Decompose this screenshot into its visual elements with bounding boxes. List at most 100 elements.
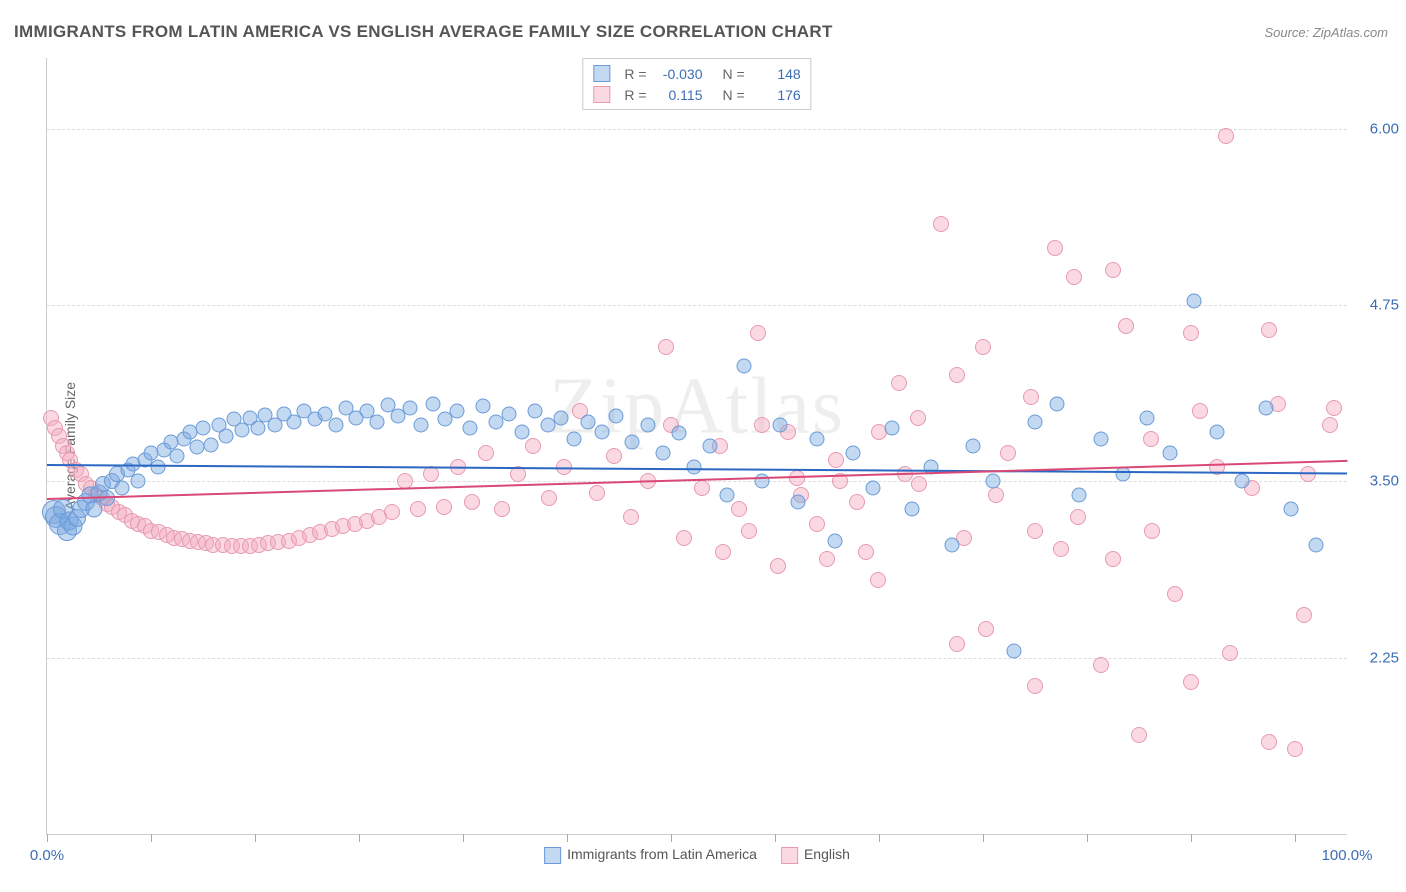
watermark-text: ZipAtlas [549,362,845,453]
scatter-point-pink [1261,734,1277,750]
scatter-point-pink [1322,417,1338,433]
scatter-point-blue [846,446,861,461]
scatter-point-blue [196,420,211,435]
scatter-point-pink [789,470,805,486]
legend-label: English [804,846,850,862]
scatter-point-blue [865,481,880,496]
gridline [47,129,1347,130]
scatter-point-pink [911,476,927,492]
scatter-point-pink [933,216,949,232]
r-label: R = [624,87,646,103]
x-tick [1087,834,1088,842]
scatter-point-blue [475,399,490,414]
scatter-point-blue [85,501,102,518]
scatter-point-blue [1284,502,1299,517]
scatter-point-pink [1070,509,1086,525]
scatter-point-pink [494,501,510,517]
scatter-point-pink [858,544,874,560]
scatter-point-blue [1210,424,1225,439]
scatter-point-blue [235,423,250,438]
scatter-point-blue [625,434,640,449]
scatter-point-blue [449,403,464,418]
scatter-point-pink [423,466,439,482]
scatter-point-blue [150,460,165,475]
scatter-point-pink [975,339,991,355]
scatter-point-pink [1167,586,1183,602]
scatter-point-blue [1050,396,1065,411]
x-tick [1191,834,1192,842]
x-tick [671,834,672,842]
scatter-point-blue [944,537,959,552]
y-tick-label: 4.75 [1355,296,1399,313]
scatter-point-blue [609,409,624,424]
scatter-point-blue [115,481,130,496]
scatter-point-blue [1186,293,1201,308]
scatter-point-blue [773,417,788,432]
scatter-point-pink [828,452,844,468]
scatter-point-blue [370,415,385,430]
scatter-point-blue [736,358,751,373]
chart-container: IMMIGRANTS FROM LATIN AMERICA VS ENGLISH… [0,0,1406,892]
x-tick [983,834,984,842]
scatter-point-blue [965,439,980,454]
n-label: N = [723,66,745,82]
scatter-point-pink [1105,551,1121,567]
scatter-point-blue [904,502,919,517]
legend-bottom: Immigrants from Latin AmericaEnglish [544,846,850,864]
scatter-point-blue [527,403,542,418]
scatter-point-blue [703,439,718,454]
scatter-point-blue [189,440,204,455]
y-tick-label: 3.50 [1355,473,1399,490]
scatter-point-blue [986,474,1001,489]
scatter-point-pink [819,551,835,567]
scatter-point-pink [949,636,965,652]
scatter-point-blue [595,424,610,439]
scatter-point-blue [885,420,900,435]
scatter-point-pink [541,490,557,506]
scatter-point-pink [1066,269,1082,285]
scatter-point-blue [640,417,655,432]
scatter-point-pink [1027,678,1043,694]
legend-swatch [593,86,610,103]
scatter-point-blue [687,460,702,475]
scatter-point-pink [410,501,426,517]
scatter-point-pink [949,367,965,383]
x-tick [359,834,360,842]
scatter-point-pink [1143,431,1159,447]
scatter-point-pink [1131,727,1147,743]
scatter-point-pink [849,494,865,510]
x-tick [47,834,48,842]
scatter-point-blue [170,448,185,463]
scatter-point-pink [464,494,480,510]
r-label: R = [624,66,646,82]
x-tick-label: 0.0% [30,847,64,864]
scatter-point-pink [988,487,1004,503]
scatter-point-pink [910,410,926,426]
scatter-point-pink [1261,322,1277,338]
y-tick-label: 6.00 [1355,120,1399,137]
x-tick [255,834,256,842]
scatter-point-pink [436,499,452,515]
scatter-point-blue [426,396,441,411]
scatter-point-pink [1047,240,1063,256]
scatter-point-blue [402,400,417,415]
scatter-point-pink [1144,523,1160,539]
scatter-point-blue [1072,488,1087,503]
stats-row: R =-0.030N =148 [593,63,800,84]
scatter-point-pink [1183,674,1199,690]
scatter-point-pink [1326,400,1342,416]
x-tick [151,834,152,842]
scatter-point-pink [1023,389,1039,405]
scatter-point-blue [219,429,234,444]
legend-swatch [544,847,561,864]
scatter-point-pink [589,485,605,501]
x-tick [463,834,464,842]
scatter-point-pink [1222,645,1238,661]
scatter-point-blue [1234,474,1249,489]
scatter-point-pink [870,572,886,588]
scatter-point-pink [1027,523,1043,539]
scatter-point-blue [203,437,218,452]
scatter-point-blue [1007,643,1022,658]
source-attribution: Source: ZipAtlas.com [1264,25,1388,40]
scatter-point-blue [250,420,265,435]
